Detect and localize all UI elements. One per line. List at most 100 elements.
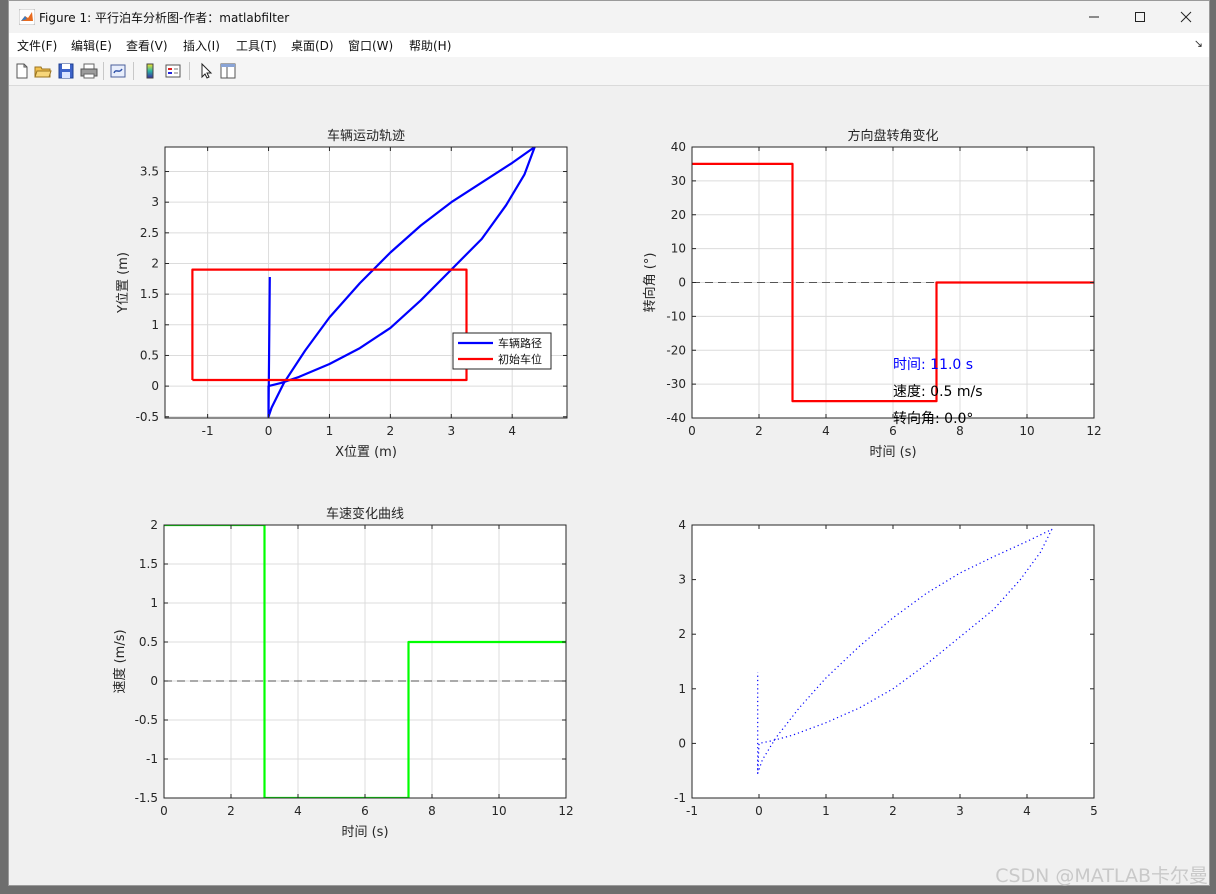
y-tick-label: -1.5 <box>135 791 158 805</box>
colorbar-icon[interactable] <box>141 62 159 80</box>
title-bar: Figure 1: 平行泊车分析图-作者：matlabfilter <box>9 1 1209 33</box>
y-tick-label: 1 <box>678 682 686 696</box>
legend-icon[interactable] <box>164 62 182 80</box>
x-tick-label: 8 <box>956 424 964 438</box>
menu-desktop[interactable]: 桌面(D) <box>291 39 334 53</box>
y-tick-label: -30 <box>666 377 686 391</box>
menu-insert[interactable]: 插入(I) <box>183 39 220 53</box>
y-tick-label: 1.5 <box>140 287 159 301</box>
x-tick-label: 6 <box>889 424 897 438</box>
y-tick-label: 40 <box>671 140 686 154</box>
link-icon[interactable] <box>109 62 127 80</box>
y-tick-label: 1 <box>151 318 159 332</box>
close-button[interactable] <box>1163 1 1209 33</box>
maximize-button[interactable] <box>1117 1 1163 33</box>
x-tick-label: 2 <box>889 804 897 818</box>
y-tick-label: -0.5 <box>136 410 159 424</box>
x-tick-label: 2 <box>387 424 395 438</box>
legend-entry: 车辆路径 <box>498 336 542 350</box>
toolbar-separator <box>133 62 134 80</box>
x-tick-label: 4 <box>1023 804 1031 818</box>
x-axis-label: X位置 (m) <box>335 445 397 460</box>
window-title: Figure 1: 平行泊车分析图-作者：matlabfilter <box>39 11 290 25</box>
y-tick-label: 2 <box>151 256 159 270</box>
toolbar-separator <box>103 62 104 80</box>
print-icon[interactable] <box>80 62 98 80</box>
x-tick-label: 5 <box>1090 804 1098 818</box>
y-tick-label: 1 <box>150 596 158 610</box>
series-line-1 <box>692 162 1094 403</box>
new-figure-icon[interactable] <box>13 62 31 80</box>
series-line-1 <box>757 528 1053 775</box>
y-tick-label: 0.5 <box>140 348 159 362</box>
x-tick-label: 1 <box>326 424 334 438</box>
save-icon[interactable] <box>57 62 75 80</box>
minimize-icon <box>1089 16 1099 18</box>
menu-tools[interactable]: 工具(T) <box>236 39 277 53</box>
y-tick-label: 0 <box>678 736 686 750</box>
y-tick-label: -40 <box>666 411 686 425</box>
y-tick-label: 3 <box>678 573 686 587</box>
chart-title: 车速变化曲线 <box>326 506 404 522</box>
y-tick-label: -1 <box>674 791 686 805</box>
menu-edit[interactable]: 编辑(E) <box>71 39 112 53</box>
y-tick-label: -10 <box>666 309 686 323</box>
x-tick-label: 12 <box>558 804 573 818</box>
y-tick-label: 2.5 <box>140 226 159 240</box>
series-line-1 <box>267 147 536 418</box>
legend-entry: 初始车位 <box>498 352 542 366</box>
x-tick-label: 3 <box>447 424 455 438</box>
chart-4: -1 0 1 2 3 4 5 -1 0 1 2 3 4 <box>674 518 1098 818</box>
menu-file[interactable]: 文件(F) <box>17 39 58 53</box>
minimize-button[interactable] <box>1071 1 1117 33</box>
open-icon[interactable] <box>34 62 52 80</box>
y-tick-label: 4 <box>678 518 686 532</box>
chart-title: 方向盘转角变化 <box>847 128 938 144</box>
property-inspector-icon[interactable] <box>219 62 237 80</box>
menu-view[interactable]: 查看(V) <box>126 39 168 53</box>
x-tick-label: 0 <box>265 424 273 438</box>
y-tick-label: 3.5 <box>140 165 159 179</box>
menu-help[interactable]: 帮助(H) <box>409 39 452 53</box>
axes-background <box>165 147 567 418</box>
close-icon <box>1180 11 1192 23</box>
y-axis-label: Y位置 (m) <box>116 252 131 314</box>
y-tick-label: -0.5 <box>135 713 158 727</box>
series-line-2 <box>191 268 468 382</box>
x-tick-label: -1 <box>202 424 214 438</box>
y-axis-label: 速度 (m/s) <box>112 629 128 693</box>
y-tick-label: 30 <box>671 174 686 188</box>
x-tick-label: 6 <box>361 804 369 818</box>
y-tick-label: 0 <box>678 276 686 290</box>
y-tick-label: -1 <box>146 752 158 766</box>
chart-title: 车辆运动轨迹 <box>327 128 405 144</box>
watermark: CSDN @MATLAB卡尔曼 <box>995 865 1208 887</box>
toolbar <box>9 57 1209 86</box>
x-tick-label: 10 <box>491 804 506 818</box>
x-tick-label: 4 <box>822 424 830 438</box>
annotation-text: 速度: 0.5 m/s <box>893 384 983 400</box>
y-tick-label: 0.5 <box>139 635 158 649</box>
annotation-text: 转向角: 0.0° <box>893 411 973 427</box>
x-tick-label: -1 <box>686 804 698 818</box>
x-tick-label: 2 <box>755 424 763 438</box>
chart-2: 0 2 4 6 8 10 12 -40 -30 -20 -10 0 10 20 30 40 方向盘转角变化时间 … <box>642 128 1102 460</box>
chart-1: -1 0 1 2 3 4 -0.5 0 0.5 1 1.5 2 2.5 3 3.5 车辆运动轨迹 X位置 (m)… <box>116 128 568 460</box>
annotation-text: 时间: 11.0 s <box>893 357 973 373</box>
x-tick-label: 2 <box>227 804 235 818</box>
y-tick-label: 3 <box>151 195 159 209</box>
pointer-icon[interactable] <box>197 62 215 80</box>
y-tick-label: 10 <box>671 242 686 256</box>
menu-bar: 文件(F) 编辑(E) 查看(V) 插入(I) 工具(T) 桌面(D) 窗口(W… <box>9 33 1209 57</box>
menu-window[interactable]: 窗口(W) <box>348 39 394 53</box>
x-tick-label: 0 <box>688 424 696 438</box>
dock-figure-button[interactable]: ↘ <box>1193 37 1203 50</box>
y-tick-label: 20 <box>671 208 686 222</box>
x-axis-label: 时间 (s) <box>341 825 388 840</box>
x-tick-label: 10 <box>1019 424 1034 438</box>
x-tick-label: 0 <box>755 804 763 818</box>
y-tick-label: 1.5 <box>139 557 158 571</box>
